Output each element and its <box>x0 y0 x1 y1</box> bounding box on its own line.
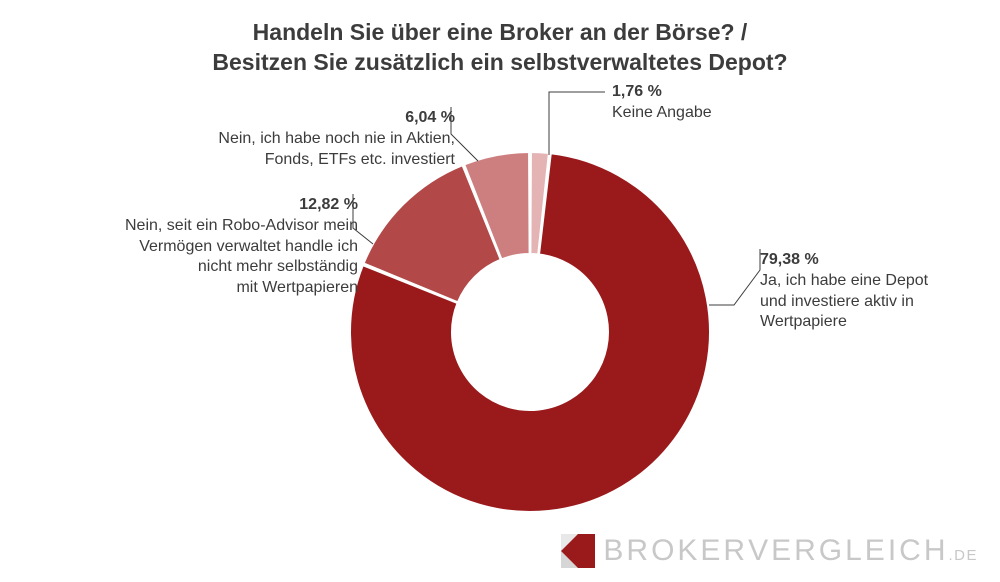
label-pct-ja: 79,38 % <box>760 250 980 271</box>
label-keine: 1,76 %Keine Angabe <box>612 82 812 124</box>
leader-keine <box>549 92 605 155</box>
label-pct-nie: 6,04 % <box>155 108 455 129</box>
label-nie: 6,04 %Nein, ich habe noch nie in Aktien,… <box>155 108 455 170</box>
label-pct-keine: 1,76 % <box>612 82 812 103</box>
leader-nie <box>451 107 478 161</box>
brand-logo: BROKERVERGLEICH.DE <box>561 534 978 568</box>
leader-ja <box>709 249 760 305</box>
label-ja: 79,38 %Ja, ich habe eine Depotund invest… <box>760 250 980 333</box>
logo-icon <box>561 534 595 568</box>
label-pct-robo: 12,82 % <box>58 195 358 216</box>
label-robo: 12,82 %Nein, seit ein Robo-Advisor meinV… <box>58 195 358 299</box>
logo-text: BROKERVERGLEICH.DE <box>603 534 978 568</box>
